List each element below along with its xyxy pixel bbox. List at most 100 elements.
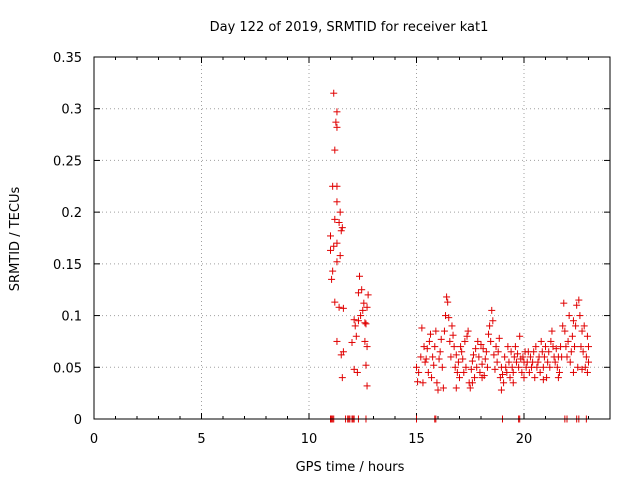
data-point [511, 343, 519, 351]
data-point [354, 317, 362, 325]
data-point [447, 353, 455, 361]
data-point [501, 353, 509, 361]
data-point [507, 348, 515, 356]
y-tick-label: 0.15 [53, 258, 82, 273]
data-point [483, 363, 491, 371]
data-point [503, 368, 511, 376]
data-point [540, 353, 548, 361]
data-point [327, 246, 334, 254]
data-point [509, 379, 517, 387]
data-point [518, 368, 526, 376]
data-point [363, 382, 371, 390]
data-point [506, 374, 514, 382]
data-point [486, 322, 494, 330]
data-points [327, 89, 592, 423]
x-tick-label: 15 [408, 432, 425, 447]
data-point [330, 89, 338, 97]
data-point [339, 304, 347, 312]
data-point [530, 348, 538, 356]
data-point [585, 343, 592, 351]
data-point [509, 368, 517, 376]
data-point [548, 327, 556, 335]
data-point [563, 353, 571, 361]
data-point [430, 361, 438, 369]
grid-lines [94, 57, 610, 419]
data-point [468, 379, 476, 387]
data-point [438, 363, 446, 371]
data-point [332, 118, 340, 126]
data-point [333, 108, 341, 116]
data-point [525, 368, 533, 376]
data-point [469, 351, 477, 359]
data-point [350, 365, 358, 373]
data-point [337, 351, 345, 359]
data-point [531, 374, 539, 382]
data-point [330, 242, 338, 250]
y-tick-label: 0.3 [61, 103, 82, 118]
x-tick-label: 10 [301, 432, 318, 447]
data-point [327, 232, 334, 240]
data-point [477, 341, 485, 349]
data-point [357, 312, 365, 320]
data-point [569, 368, 577, 376]
data-point [446, 337, 454, 345]
data-point [568, 332, 576, 340]
data-point [335, 303, 343, 311]
data-point [471, 374, 479, 382]
data-point [487, 337, 495, 345]
data-point [514, 350, 522, 358]
data-point [417, 353, 425, 361]
data-point [329, 267, 337, 275]
data-point [414, 378, 422, 386]
data-point [462, 363, 470, 371]
data-point [504, 343, 512, 351]
data-point [539, 363, 547, 371]
data-point [497, 386, 505, 394]
data-point [364, 291, 372, 299]
data-point [500, 379, 508, 387]
data-point [495, 334, 503, 342]
data-point [467, 365, 475, 373]
data-point [337, 227, 345, 235]
data-point [473, 363, 481, 371]
data-point [499, 371, 506, 379]
data-point [564, 337, 572, 345]
data-point [362, 361, 370, 369]
data-point [429, 353, 437, 361]
data-point [431, 343, 439, 351]
y-axis-label: SRMTID / TECUs [8, 187, 23, 292]
data-point [362, 320, 370, 328]
data-point [464, 327, 472, 335]
data-point [458, 348, 466, 356]
y-tick-label: 0.05 [53, 361, 82, 376]
data-point [533, 363, 541, 371]
data-point [547, 337, 555, 345]
data-point [335, 218, 343, 226]
data-point [331, 215, 339, 223]
data-point [449, 331, 457, 339]
data-point [432, 327, 440, 335]
data-point [359, 306, 367, 314]
data-point [435, 355, 443, 363]
data-point [459, 355, 467, 363]
data-point [450, 343, 458, 351]
data-point [502, 363, 510, 371]
data-point [425, 337, 433, 345]
data-point [569, 317, 577, 325]
data-point [505, 358, 513, 366]
data-point [338, 374, 346, 382]
y-tick-label: 0.25 [53, 154, 82, 169]
data-point [539, 376, 547, 384]
data-point [579, 348, 587, 356]
data-point [452, 351, 460, 359]
chart-title: Day 122 of 2019, SRMTID for receiver kat… [210, 20, 489, 35]
data-point [481, 355, 489, 363]
y-tick-label: 0.1 [61, 310, 82, 325]
x-axis-ticks: 0 5 10 15 20 [90, 57, 589, 447]
data-point [536, 368, 544, 376]
data-point [574, 363, 582, 371]
data-point [493, 358, 501, 366]
data-point [348, 338, 356, 346]
data-point [443, 293, 451, 301]
data-point [350, 316, 358, 324]
